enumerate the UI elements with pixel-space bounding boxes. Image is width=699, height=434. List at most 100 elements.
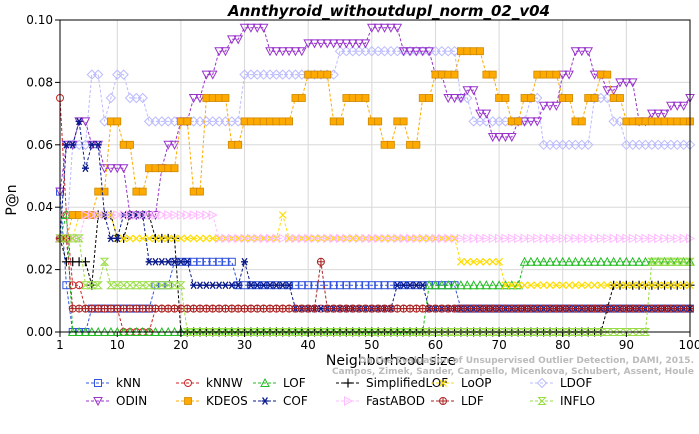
data-point-fastabod — [488, 233, 498, 244]
data-point-fastabod — [571, 233, 581, 244]
data-point-kdeos — [221, 94, 230, 102]
legend-item-knnw: kNNW — [176, 376, 243, 390]
data-point-loop — [196, 234, 204, 243]
data-point-fastabod — [157, 210, 167, 220]
series-line-lof — [59, 214, 690, 333]
data-point-fastabod — [304, 233, 314, 244]
data-point-inflo — [354, 328, 364, 336]
data-point-fastabod — [463, 233, 473, 244]
data-point-inflo — [628, 328, 638, 336]
data-point-inflo — [271, 328, 282, 336]
data-point-odin — [386, 23, 396, 33]
legend-label-ldof: LDOF — [560, 376, 592, 390]
data-point-lof — [576, 256, 587, 266]
data-point-kdeos — [667, 117, 675, 126]
data-point-kdeos — [450, 70, 459, 79]
data-point-kdeos — [138, 187, 147, 196]
data-point-kdeos — [425, 94, 433, 102]
data-point-odin — [494, 133, 504, 143]
data-point-fastabod — [374, 233, 384, 244]
data-point-kdeos — [151, 164, 160, 173]
data-point-fastabod — [456, 233, 466, 244]
data-point-odin — [309, 39, 320, 49]
data-point-knn — [62, 281, 71, 290]
data-point-odin — [335, 39, 345, 49]
data-point-loop — [355, 234, 364, 243]
data-point-ldof — [137, 92, 148, 104]
legend-label-lof: LOF — [283, 376, 306, 390]
data-point-fastabod — [520, 233, 530, 244]
data-point-loop — [666, 281, 675, 290]
data-point-knn — [323, 281, 332, 290]
data-point-ldof — [105, 92, 117, 104]
data-point-fastabod — [647, 233, 657, 244]
data-point-kdeos — [177, 117, 185, 126]
data-point-fastabod — [278, 233, 288, 244]
data-point-fastabod — [316, 233, 326, 244]
legend-label-cof: COF — [283, 394, 308, 408]
data-point-odin — [456, 94, 466, 104]
data-point-cof — [190, 281, 198, 290]
data-point-lof — [608, 256, 619, 266]
data-point-kdeos — [285, 117, 293, 126]
data-point-kdeos — [247, 117, 255, 126]
data-point-odin — [417, 47, 428, 57]
data-point-loop — [584, 281, 593, 290]
data-point-kdeos — [501, 94, 510, 102]
data-point-odin — [449, 94, 460, 104]
data-point-kdeos — [469, 47, 478, 56]
data-point-kdeos — [603, 70, 612, 79]
data-point-lof — [449, 280, 460, 290]
data-point-fastabod — [310, 233, 320, 244]
data-point-loop — [514, 281, 523, 290]
data-point-inflo — [481, 328, 492, 336]
data-point-odin — [570, 47, 581, 57]
data-point-fastabod — [628, 233, 638, 244]
data-point-kdeos — [234, 140, 243, 149]
data-point-inflo — [437, 328, 447, 336]
legend-item-kdeos: KDEOS — [176, 394, 248, 408]
data-point-fastabod — [393, 233, 403, 244]
data-point-odin — [602, 86, 613, 96]
data-point-loop — [552, 281, 561, 290]
data-point-loop — [259, 234, 268, 243]
data-point-loop — [215, 234, 224, 243]
data-point-kdeos — [240, 117, 249, 126]
data-point-odin — [500, 133, 511, 143]
x-tick-label: 20 — [173, 338, 188, 352]
data-point-inflo — [208, 328, 218, 336]
data-point-fastabod — [476, 233, 486, 244]
data-point-loop — [170, 234, 179, 243]
data-point-inflo — [227, 328, 237, 336]
data-point-kdeos — [507, 117, 516, 126]
data-point-kdeos — [584, 94, 593, 102]
data-point-kdeos — [189, 187, 198, 196]
data-point-cof — [81, 164, 89, 173]
data-point-kdeos — [641, 117, 650, 126]
data-point-odin — [265, 47, 275, 57]
data-point-cof — [209, 281, 217, 290]
data-point-fastabod — [418, 233, 428, 244]
data-point-cof — [419, 281, 427, 290]
data-point-kdeos — [355, 94, 363, 102]
data-point-odin — [666, 101, 676, 111]
data-point-loop — [488, 257, 497, 266]
data-point-inflo — [214, 328, 224, 336]
data-point-knn — [215, 257, 224, 266]
data-point-inflo — [659, 257, 670, 266]
data-point-kdeos — [552, 70, 561, 79]
data-point-fastabod — [609, 233, 619, 244]
data-point-loop — [520, 281, 529, 290]
data-point-fastabod — [138, 210, 148, 220]
data-point-fastabod — [87, 210, 97, 220]
data-point-lof — [570, 256, 581, 266]
data-point-loop — [285, 234, 294, 243]
data-point-kdeos — [208, 94, 217, 102]
data-point-odin — [252, 23, 263, 33]
data-point-fastabod — [329, 233, 339, 244]
data-point-inflo — [341, 328, 352, 336]
data-point-fastabod — [126, 210, 136, 220]
data-point-kdeos — [145, 164, 153, 173]
data-point-odin — [80, 117, 91, 127]
